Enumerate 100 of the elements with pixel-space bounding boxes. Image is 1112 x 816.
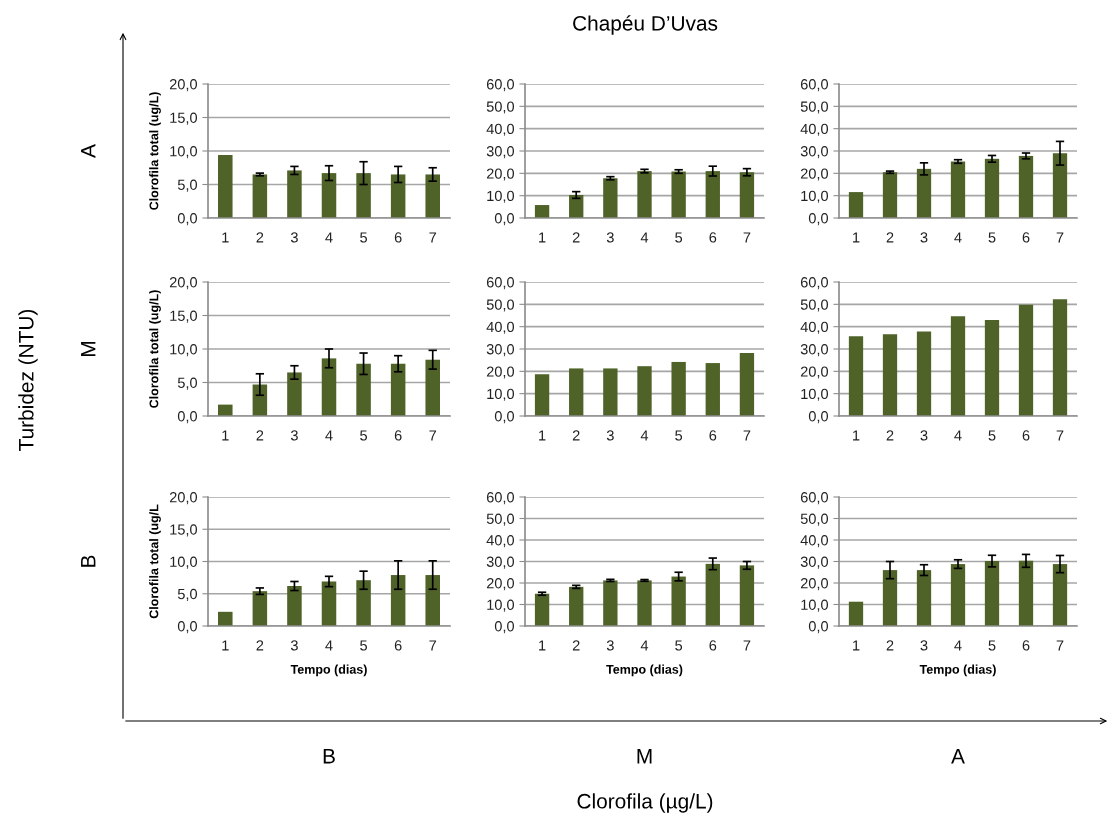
y-tick-label: 15,0 [170,112,198,125]
x-tick-label: 6 [709,640,717,651]
y-tick-label: 20,0 [486,168,515,181]
x-tick-label: 3 [606,232,614,243]
y-tick-label: 60,0 [486,277,515,290]
y-tick-label: 20,0 [800,366,829,379]
y-tick-label: 50,0 [486,513,515,526]
bar [637,580,652,626]
y-tick-label: 40,0 [486,535,515,548]
y-tick-label: 0,0 [494,411,515,424]
bar [287,586,302,626]
x-tick-label: 7 [1056,232,1064,243]
x-tick-label: 3 [920,430,928,441]
bar [321,581,337,626]
x-tick-label: 3 [606,640,614,651]
y-tick-label: 0,0 [808,213,829,226]
y-tick-label: 40,0 [800,321,829,334]
x-tick-label: 3 [290,640,298,651]
x-tick-label: 3 [606,430,614,441]
bar [287,170,302,218]
x-tick-label: 6 [394,640,402,651]
x-axis-title: Tempo (dias) [606,664,683,677]
bar [950,161,966,218]
bar [848,192,864,218]
y-tick-label: 10,0 [170,556,198,569]
y-tick-label: 0,0 [494,213,515,226]
y-tick-label: 15,0 [170,524,198,537]
x-tick-label: 4 [640,430,649,441]
bar [848,601,864,626]
y-tick-label: 50,0 [486,299,515,312]
y-tick-label: 5,0 [177,588,198,601]
bar [739,353,755,416]
bar [569,586,584,626]
bar [671,361,686,416]
x-tick-label: 7 [743,232,751,243]
y-tick-label: 60,0 [800,79,829,92]
y-tick-label: 10,0 [487,388,515,401]
bar [705,363,720,416]
x-tick-label: 4 [954,430,962,441]
y-tick-label: 10,0 [170,344,198,357]
y-axis-title: Clorofila total (ug/L [149,504,161,619]
bar [916,168,932,218]
y-tick-label: 10,0 [170,146,198,159]
x-tick-label: 2 [886,430,894,441]
y-tick-label: 0,0 [177,621,198,634]
bar [425,575,440,626]
bar [882,334,898,416]
x-tick-label: 7 [743,430,751,441]
y-tick-label: 20,0 [486,366,515,379]
bar [287,372,302,416]
x-tick-label: 1 [853,232,860,243]
y-tick-label: 20,0 [169,492,198,505]
bar [569,195,584,218]
x-tick-label: 1 [222,232,229,243]
y-tick-label: 60,0 [800,277,829,290]
bar [390,575,406,626]
bar [603,178,618,218]
bar [916,331,932,416]
y-axis-title: Clorofila total (ug/L) [149,290,161,408]
x-tick-label: 7 [429,640,437,651]
x-tick-label: 3 [290,232,298,243]
bar [882,172,898,218]
x-tick-label: 3 [290,430,298,441]
x-tick-label: 7 [1056,640,1064,651]
y-tick-label: 0,0 [494,621,515,634]
x-tick-label: 4 [954,640,962,651]
x-tick-label: 6 [709,430,717,441]
bar [984,158,1000,218]
y-tick-label: 50,0 [800,101,829,114]
bar [1018,155,1034,218]
bar [950,316,966,416]
bar [950,564,966,626]
y-tick-label: 30,0 [486,344,515,357]
text: Clorofila (µg/L) [577,793,713,813]
x-tick-label: 5 [360,430,368,441]
text: B [81,555,96,567]
y-tick-label: 40,0 [486,321,515,334]
x-tick-label: 5 [988,232,996,243]
text: B [323,749,335,764]
bar [321,173,337,218]
x-tick-label: 7 [743,640,751,651]
bar [1018,560,1034,626]
x-tick-label: 2 [572,232,580,243]
bar [603,580,618,626]
y-axis-title: Clorofila total (ug/L) [149,92,161,210]
x-tick-label: 4 [640,232,649,243]
text: A [951,749,965,764]
y-tick-label: 5,0 [177,377,198,390]
x-tick-label: 1 [222,640,229,651]
x-tick-label: 3 [920,640,928,651]
x-tick-label: 5 [988,640,996,651]
x-tick-label: 5 [675,430,683,441]
x-tick-label: 6 [1022,430,1030,441]
y-tick-label: 30,0 [800,146,829,159]
y-tick-label: 40,0 [800,535,829,548]
y-tick-label: 5,0 [177,179,198,192]
y-tick-label: 0,0 [177,411,198,424]
bar [425,174,440,218]
x-tick-label: 4 [640,640,649,651]
y-tick-label: 10,0 [801,599,829,612]
